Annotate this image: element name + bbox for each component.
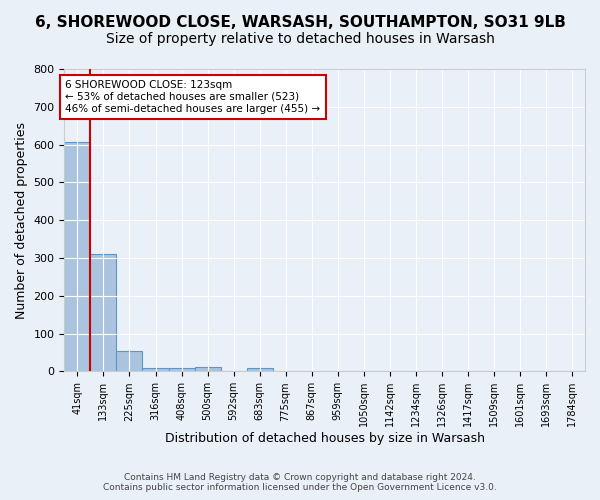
Y-axis label: Number of detached properties: Number of detached properties: [15, 122, 28, 318]
Bar: [91, 254, 116, 372]
Text: 6, SHOREWOOD CLOSE, WARSASH, SOUTHAMPTON, SO31 9LB: 6, SHOREWOOD CLOSE, WARSASH, SOUTHAMPTON…: [35, 15, 565, 30]
Bar: [116, 352, 142, 372]
Bar: [142, 368, 169, 372]
Bar: [194, 367, 221, 372]
Bar: [64, 142, 91, 372]
Text: Size of property relative to detached houses in Warsash: Size of property relative to detached ho…: [106, 32, 494, 46]
Text: 6 SHOREWOOD CLOSE: 123sqm
← 53% of detached houses are smaller (523)
46% of semi: 6 SHOREWOOD CLOSE: 123sqm ← 53% of detac…: [65, 80, 320, 114]
Text: Contains HM Land Registry data © Crown copyright and database right 2024.
Contai: Contains HM Land Registry data © Crown c…: [103, 473, 497, 492]
Bar: [247, 368, 272, 372]
Bar: [169, 368, 194, 372]
X-axis label: Distribution of detached houses by size in Warsash: Distribution of detached houses by size …: [165, 432, 485, 445]
